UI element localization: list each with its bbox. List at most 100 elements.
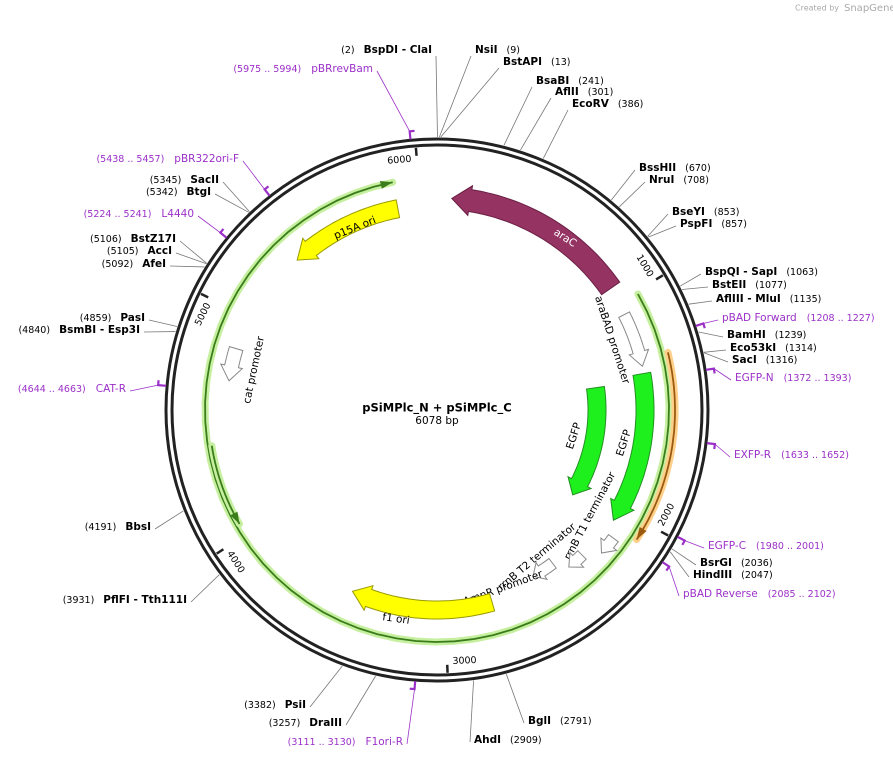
feature-arrow (451, 184, 621, 296)
site-leader (179, 240, 208, 264)
site-label: PspFI (857) (680, 218, 747, 230)
site-leader (698, 331, 724, 338)
site-name: BstEII (712, 279, 746, 291)
site-position: (13) (551, 57, 571, 68)
feature-arrow (351, 584, 496, 620)
ring-outer (164, 137, 710, 683)
site-name: BsrGI (700, 557, 732, 569)
site-position: (670) (685, 163, 711, 174)
arc-head (379, 181, 393, 189)
site-position: (9) (507, 45, 520, 56)
site-leader (148, 319, 178, 327)
site-label: (4859) PasI (80, 312, 145, 324)
site-leader (154, 510, 184, 530)
primer-leader (713, 368, 732, 381)
primer-leader (703, 319, 719, 324)
feature-arrow (532, 557, 557, 581)
site-position: (4840) (18, 325, 50, 336)
site-position: (5342) (146, 187, 178, 198)
site-leader (680, 273, 702, 287)
site-leader (175, 252, 207, 265)
primer-range: (1633 .. 1652) (781, 450, 849, 461)
primer-leader (684, 540, 705, 549)
site-name: BssHII (639, 162, 676, 174)
site-leader (648, 225, 677, 238)
feature-arrow (610, 371, 655, 521)
site-label: BstEII (1077) (712, 279, 787, 291)
tick-mark (414, 147, 418, 156)
site-position: (1314) (785, 343, 817, 354)
feature-arrow (296, 199, 401, 261)
primer-range: (5224 .. 5241) (84, 209, 152, 220)
primer-mark (661, 561, 671, 572)
site-label: BsrGI (2036) (700, 557, 773, 569)
site-label: BseYI (853) (672, 206, 739, 218)
site-name: PasI (120, 312, 145, 324)
site-position: (5345) (150, 175, 182, 186)
site-name: NsiI (475, 44, 498, 56)
site-position: (2047) (741, 570, 773, 581)
site-label: (5105) AccI (107, 245, 172, 257)
feature-label: cat promoter (241, 335, 267, 405)
site-leader (520, 97, 552, 151)
tick-label: 5000 (193, 301, 214, 328)
ring-inner (170, 143, 704, 677)
site-name: BstZ17I (131, 233, 176, 245)
site-leader (222, 181, 250, 212)
site-name: AhdI (474, 734, 501, 746)
site-label: EcoRV (386) (572, 98, 643, 110)
primer-range: (2085 .. 2102) (768, 589, 836, 600)
site-leader (439, 55, 472, 138)
arc-line (635, 352, 676, 541)
primer-leader (129, 384, 159, 392)
site-position: (2909) (510, 735, 542, 746)
site-position: (4191) (85, 522, 117, 533)
feature-arrow (600, 533, 619, 554)
primer-range: (1372 .. 1393) (784, 373, 852, 384)
site-name: DraIII (309, 717, 342, 729)
primer-label: (5438 .. 5457) pBR322ori-F (96, 153, 239, 165)
site-label: SacI (1316) (732, 354, 797, 366)
primer-label: (5224 .. 5241) L4440 (84, 208, 194, 220)
site-position: (1063) (786, 267, 818, 278)
site-leader (503, 86, 533, 146)
feature-label: EGFP (564, 421, 584, 451)
site-name: BamHI (727, 329, 766, 341)
site-position: (5106) (90, 234, 122, 245)
site-leader (435, 55, 438, 138)
site-label: HindIII (2047) (693, 569, 773, 581)
site-position: (5092) (102, 259, 134, 270)
site-leader (619, 181, 646, 208)
feature-arrow (567, 385, 607, 496)
site-leader (611, 169, 636, 201)
primer-leader (376, 70, 411, 132)
primer-range: (1208 .. 1227) (807, 313, 875, 324)
site-position: (3382) (244, 700, 276, 711)
site-name: SacII (190, 174, 219, 186)
site-leader (542, 109, 569, 159)
feature-arrow (219, 346, 244, 382)
site-label: BssHII (670) (639, 162, 711, 174)
site-name: AccI (148, 245, 172, 257)
tick-mark (200, 292, 209, 299)
primer-mark (218, 228, 228, 239)
site-name: BseYI (672, 206, 705, 218)
tick-mark (215, 548, 225, 555)
primer-mark (705, 367, 716, 374)
site-leader (688, 300, 713, 305)
primer-mark (677, 535, 687, 546)
site-name: BspDI - ClaI (364, 44, 432, 56)
site-leader (647, 213, 669, 237)
primer-name: L4440 (161, 208, 194, 220)
primer-mark (706, 442, 717, 450)
primer-label: pBAD Forward (1208 .. 1227) (722, 312, 875, 324)
primer-label: EGFP-N (1372 .. 1393) (735, 372, 851, 384)
primer-label: (4644 .. 4663) CAT-R (18, 383, 126, 395)
tick-label: 3000 (452, 655, 477, 667)
primer-name: F1ori-R (366, 736, 403, 748)
created-by: Created by (795, 4, 839, 13)
primer-label: pBAD Reverse (2085 .. 2102) (683, 588, 836, 600)
site-name: NruI (649, 174, 674, 186)
site-label: BstAPI (13) (503, 56, 571, 68)
